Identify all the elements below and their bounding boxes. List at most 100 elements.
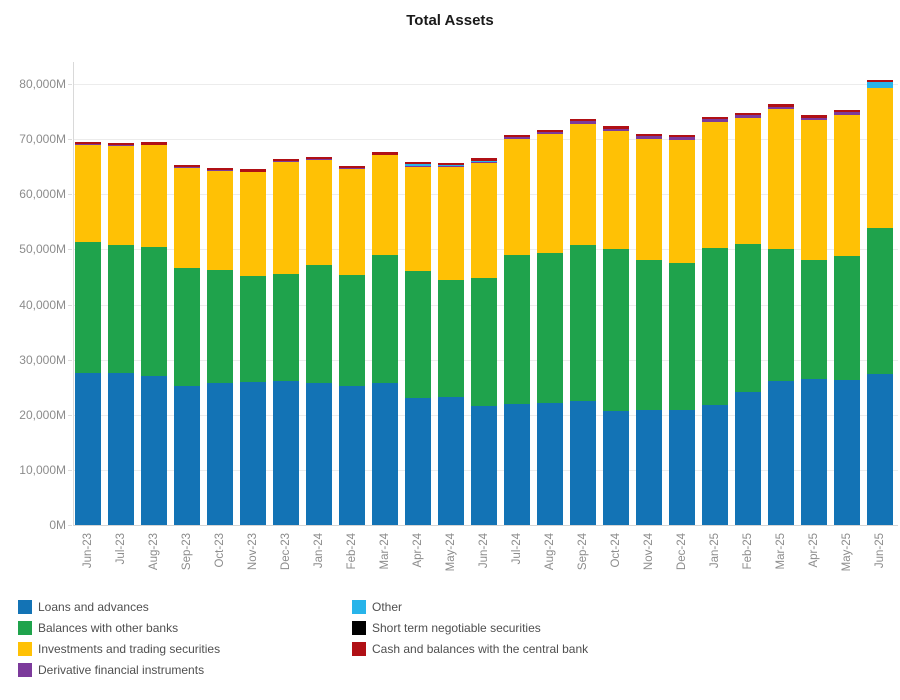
bar-segment-balances-with-other-banks-may-24[interactable] [438, 279, 464, 398]
bar-segment-derivative-financial-instruments-may-25[interactable] [834, 112, 860, 115]
bar-segment-cash-and-balances-with-the-central-bank-apr-25[interactable] [801, 115, 827, 118]
bar-segment-cash-and-balances-with-the-central-bank-jan-25[interactable] [702, 117, 728, 120]
bar-segment-other-may-24[interactable] [438, 165, 464, 167]
bar-segment-balances-with-other-banks-oct-24[interactable] [603, 249, 629, 412]
legend-item-other[interactable]: Other [352, 596, 588, 617]
bar-segment-cash-and-balances-with-the-central-bank-jul-23[interactable] [108, 142, 134, 146]
bar-segment-balances-with-other-banks-oct-23[interactable] [207, 269, 233, 384]
bar-segment-investments-and-trading-securities-jun-25[interactable] [867, 88, 893, 228]
bar-segment-investments-and-trading-securities-apr-24[interactable] [405, 166, 431, 272]
bar-segment-derivative-financial-instruments-jun-24[interactable] [471, 161, 497, 163]
bar-segment-investments-and-trading-securities-mar-25[interactable] [768, 109, 794, 250]
bar-segment-derivative-financial-instruments-jan-25[interactable] [702, 119, 728, 123]
bar-segment-loans-and-advances-oct-23[interactable] [207, 383, 233, 525]
bar-segment-cash-and-balances-with-the-central-bank-feb-25[interactable] [735, 112, 761, 115]
bar-segment-investments-and-trading-securities-jul-23[interactable] [108, 145, 134, 245]
bar-segment-derivative-financial-instruments-apr-24[interactable] [405, 165, 431, 167]
bar-segment-balances-with-other-banks-jan-24[interactable] [306, 265, 332, 383]
bar-segment-loans-and-advances-jan-25[interactable] [702, 404, 728, 525]
bar-segment-investments-and-trading-securities-apr-25[interactable] [801, 120, 827, 260]
bar-segment-loans-and-advances-jun-25[interactable] [867, 373, 893, 525]
bar-segment-cash-and-balances-with-the-central-bank-dec-24[interactable] [669, 134, 695, 137]
bar-segment-cash-and-balances-with-the-central-bank-may-24[interactable] [438, 162, 464, 166]
bar-segment-balances-with-other-banks-nov-24[interactable] [636, 260, 662, 411]
bar-segment-balances-with-other-banks-feb-25[interactable] [735, 243, 761, 393]
bar-segment-investments-and-trading-securities-sep-24[interactable] [570, 123, 596, 245]
bar-segment-loans-and-advances-jun-23[interactable] [75, 373, 101, 525]
bar-segment-derivative-financial-instruments-jul-24[interactable] [504, 137, 530, 139]
legend-item-cash-and-balances-with-the-central-bank[interactable]: Cash and balances with the central bank [352, 638, 588, 659]
bar-segment-cash-and-balances-with-the-central-bank-mar-24[interactable] [372, 152, 398, 155]
bar-segment-other-apr-24[interactable] [405, 164, 431, 166]
bar-segment-derivative-financial-instruments-mar-24[interactable] [372, 154, 398, 156]
bar-segment-investments-and-trading-securities-dec-24[interactable] [669, 139, 695, 264]
bar-segment-derivative-financial-instruments-oct-24[interactable] [603, 128, 629, 132]
bar-segment-balances-with-other-banks-dec-23[interactable] [273, 274, 299, 381]
bar-segment-cash-and-balances-with-the-central-bank-apr-24[interactable] [405, 162, 431, 165]
bar-segment-cash-and-balances-with-the-central-bank-jun-25[interactable] [867, 79, 893, 83]
bar-segment-investments-and-trading-securities-jan-24[interactable] [306, 159, 332, 266]
bar-segment-balances-with-other-banks-apr-24[interactable] [405, 271, 431, 398]
bar-segment-investments-and-trading-securities-oct-24[interactable] [603, 131, 629, 250]
bar-segment-derivative-financial-instruments-jun-25[interactable] [867, 87, 893, 89]
bar-segment-cash-and-balances-with-the-central-bank-jun-24[interactable] [471, 158, 497, 161]
bar-segment-cash-and-balances-with-the-central-bank-jul-24[interactable] [504, 134, 530, 138]
bar-segment-balances-with-other-banks-aug-24[interactable] [537, 253, 563, 404]
bar-segment-loans-and-advances-oct-24[interactable] [603, 411, 629, 525]
bar-segment-cash-and-balances-with-the-central-bank-jan-24[interactable] [306, 156, 332, 159]
bar-segment-loans-and-advances-mar-24[interactable] [372, 382, 398, 525]
bar-segment-cash-and-balances-with-the-central-bank-feb-24[interactable] [339, 166, 365, 169]
bar-segment-investments-and-trading-securities-nov-23[interactable] [240, 172, 266, 276]
bar-segment-derivative-financial-instruments-aug-23[interactable] [141, 144, 167, 146]
bar-segment-balances-with-other-banks-sep-23[interactable] [174, 268, 200, 387]
bar-segment-balances-with-other-banks-sep-24[interactable] [570, 244, 596, 401]
bar-segment-derivative-financial-instruments-feb-24[interactable] [339, 167, 365, 169]
bar-segment-loans-and-advances-may-25[interactable] [834, 380, 860, 525]
bar-segment-balances-with-other-banks-may-25[interactable] [834, 255, 860, 381]
bar-segment-derivative-financial-instruments-dec-24[interactable] [669, 136, 695, 140]
bar-segment-cash-and-balances-with-the-central-bank-aug-24[interactable] [537, 130, 563, 133]
bar-segment-balances-with-other-banks-jun-23[interactable] [75, 241, 101, 374]
bar-segment-balances-with-other-banks-feb-24[interactable] [339, 275, 365, 386]
bar-segment-loans-and-advances-aug-23[interactable] [141, 375, 167, 525]
bar-segment-balances-with-other-banks-jul-24[interactable] [504, 255, 530, 405]
bar-segment-loans-and-advances-dec-24[interactable] [669, 409, 695, 525]
bar-segment-investments-and-trading-securities-aug-23[interactable] [141, 145, 167, 247]
bar-segment-investments-and-trading-securities-jun-24[interactable] [471, 162, 497, 279]
bar-segment-cash-and-balances-with-the-central-bank-nov-23[interactable] [240, 169, 266, 172]
bar-segment-derivative-financial-instruments-jun-23[interactable] [75, 143, 101, 145]
bar-segment-loans-and-advances-jul-24[interactable] [504, 404, 530, 525]
legend-item-derivative-financial-instruments[interactable]: Derivative financial instruments [18, 659, 220, 680]
bar-segment-investments-and-trading-securities-jun-23[interactable] [75, 144, 101, 242]
bar-segment-other-jun-25[interactable] [867, 82, 893, 88]
bar-segment-investments-and-trading-securities-oct-23[interactable] [207, 170, 233, 270]
bar-segment-derivative-financial-instruments-dec-23[interactable] [273, 160, 299, 162]
legend-item-balances-with-other-banks[interactable]: Balances with other banks [18, 617, 220, 638]
bar-segment-cash-and-balances-with-the-central-bank-jun-23[interactable] [75, 141, 101, 145]
bar-segment-loans-and-advances-apr-24[interactable] [405, 397, 431, 525]
bar-segment-loans-and-advances-jan-24[interactable] [306, 382, 332, 525]
bar-segment-derivative-financial-instruments-mar-25[interactable] [768, 106, 794, 110]
bar-segment-cash-and-balances-with-the-central-bank-nov-24[interactable] [636, 133, 662, 136]
bar-segment-derivative-financial-instruments-jul-23[interactable] [108, 144, 134, 146]
bar-segment-cash-and-balances-with-the-central-bank-oct-23[interactable] [207, 167, 233, 170]
legend-item-short-term-negotiable-securities[interactable]: Short term negotiable securities [352, 617, 588, 638]
bar-segment-cash-and-balances-with-the-central-bank-sep-24[interactable] [570, 118, 596, 121]
bar-segment-cash-and-balances-with-the-central-bank-mar-25[interactable] [768, 104, 794, 107]
bar-segment-cash-and-balances-with-the-central-bank-aug-23[interactable] [141, 142, 167, 145]
bar-segment-loans-and-advances-dec-23[interactable] [273, 380, 299, 525]
bar-segment-derivative-financial-instruments-apr-25[interactable] [801, 117, 827, 121]
bar-segment-derivative-financial-instruments-nov-23[interactable] [240, 171, 266, 173]
bar-segment-investments-and-trading-securities-nov-24[interactable] [636, 138, 662, 261]
bar-segment-balances-with-other-banks-mar-24[interactable] [372, 254, 398, 383]
bar-segment-investments-and-trading-securities-sep-23[interactable] [174, 167, 200, 269]
bar-segment-loans-and-advances-sep-24[interactable] [570, 400, 596, 525]
bar-segment-derivative-financial-instruments-jan-24[interactable] [306, 158, 332, 160]
legend-item-loans-and-advances[interactable]: Loans and advances [18, 596, 220, 617]
bar-segment-loans-and-advances-jul-23[interactable] [108, 372, 134, 525]
bar-segment-investments-and-trading-securities-feb-24[interactable] [339, 168, 365, 276]
bar-segment-balances-with-other-banks-jan-25[interactable] [702, 247, 728, 405]
legend-item-investments-and-trading-securities[interactable]: Investments and trading securities [18, 638, 220, 659]
bar-segment-investments-and-trading-securities-feb-25[interactable] [735, 117, 761, 244]
bar-segment-loans-and-advances-aug-24[interactable] [537, 403, 563, 525]
